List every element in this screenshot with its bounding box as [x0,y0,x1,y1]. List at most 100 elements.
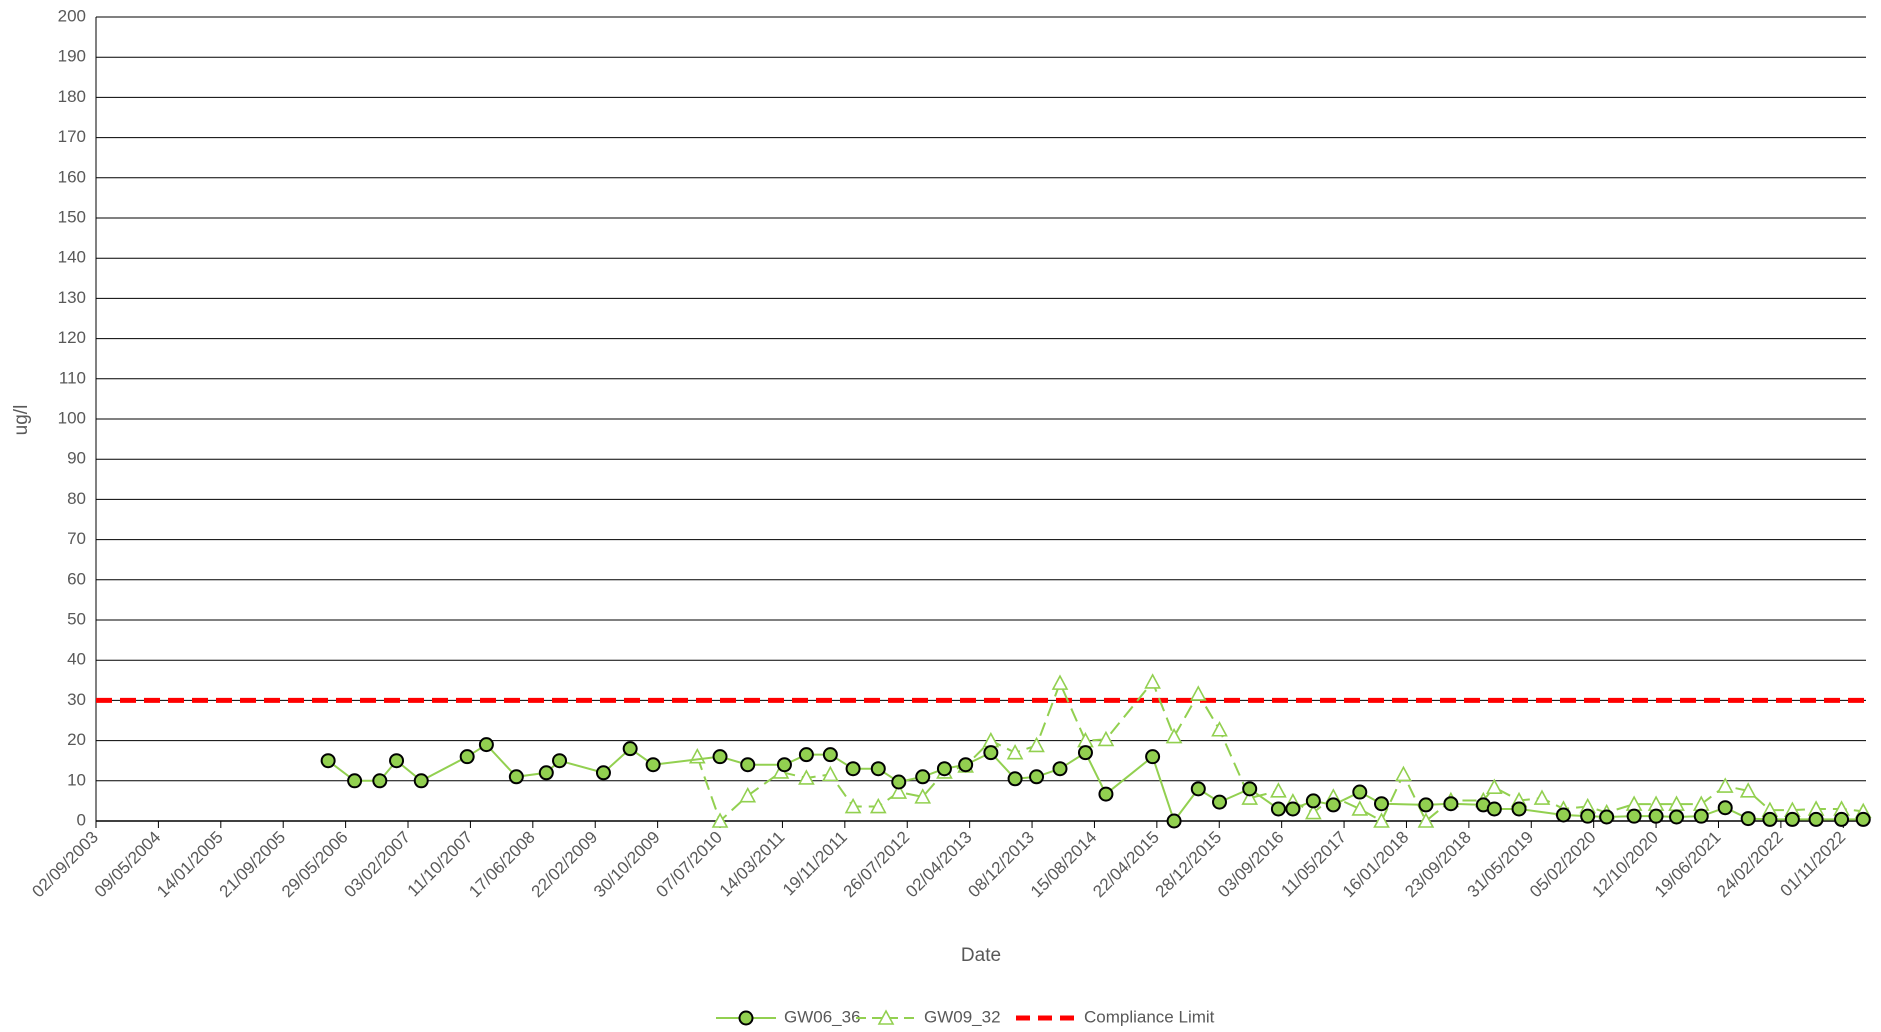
marker [1555,807,1571,823]
y-tick-label: 100 [58,408,86,427]
marker [1166,813,1182,829]
marker [1374,796,1390,812]
y-tick-label: 140 [58,248,86,267]
marker [1717,800,1733,816]
marker [914,788,932,804]
y-tick-label: 120 [58,328,86,347]
marker [1029,769,1045,785]
legend-item: GW09_32 [856,1007,1001,1026]
marker [508,769,524,785]
y-tick-label: 60 [67,569,86,588]
legend-item: Compliance Limit [1016,1007,1215,1026]
marker [389,753,405,769]
marker [1351,800,1369,816]
y-tick-label: 150 [58,207,86,226]
y-tick-label: 70 [67,529,86,548]
y-axis-label: ug/l [11,405,32,436]
marker [1270,782,1287,798]
marker [798,769,815,785]
marker [1443,796,1459,812]
legend-label: Compliance Limit [1084,1007,1215,1026]
y-tick-label: 30 [67,690,86,709]
y-tick-label: 130 [58,288,86,307]
marker [1270,801,1286,817]
marker [740,757,756,773]
marker [1212,794,1228,810]
y-tick-label: 190 [58,47,86,66]
series-line [696,679,1864,823]
marker [1834,811,1850,827]
marker [1669,809,1685,825]
marker [1305,803,1322,820]
marker [1580,808,1596,824]
legend-label: GW06_36 [784,1007,861,1026]
marker [1626,808,1642,824]
marker [347,773,363,789]
marker [958,757,974,773]
y-tick-label: 20 [67,730,86,749]
marker [538,765,554,781]
marker [844,797,862,814]
marker [1241,789,1259,805]
marker [1511,801,1527,817]
marker [1165,727,1183,744]
marker [1693,808,1709,824]
marker [1006,743,1024,760]
y-tick-label: 180 [58,87,86,106]
marker [983,745,999,761]
marker [869,797,887,814]
marker [552,753,568,769]
marker [595,765,611,781]
marker [1740,811,1756,827]
marker [645,757,661,773]
marker [1599,809,1615,825]
legend-item: GW06_36 [716,1007,861,1026]
y-tick-label: 0 [77,810,86,829]
marker [936,761,952,777]
marker [1211,721,1228,737]
marker [1028,736,1045,753]
marker [1533,789,1551,805]
marker [1051,674,1069,690]
marker [1784,811,1800,827]
marker [798,747,814,763]
y-tick-label: 50 [67,609,86,628]
y-tick-label: 80 [67,489,86,508]
y-tick-label: 10 [67,770,86,789]
marker [1325,797,1341,813]
marker [845,761,861,777]
y-tick-label: 110 [59,368,86,387]
marker [1190,781,1206,797]
marker [1485,778,1503,795]
marker [1739,782,1757,798]
marker [1352,784,1368,800]
legend-label: GW09_32 [924,1007,1001,1026]
marker [711,812,729,828]
marker [739,786,757,803]
marker [372,773,388,789]
marker [1077,745,1093,761]
y-tick-label: 40 [67,650,86,669]
marker [478,737,494,753]
marker [890,783,908,799]
marker [1098,786,1114,802]
marker [413,773,429,789]
marker [877,1009,895,1025]
marker [1716,777,1734,793]
marker [1417,812,1435,828]
marker [776,757,792,773]
marker [822,747,838,763]
marker [1052,761,1068,777]
marker [1808,811,1824,827]
y-tick-label: 90 [67,449,86,468]
y-tick-label: 200 [58,6,86,25]
marker [1305,793,1321,809]
marker [1144,673,1161,689]
marker [1762,811,1778,827]
marker [870,761,886,777]
marker [1097,730,1115,747]
marker [915,769,931,785]
marker [1242,781,1258,797]
marker [459,749,475,765]
